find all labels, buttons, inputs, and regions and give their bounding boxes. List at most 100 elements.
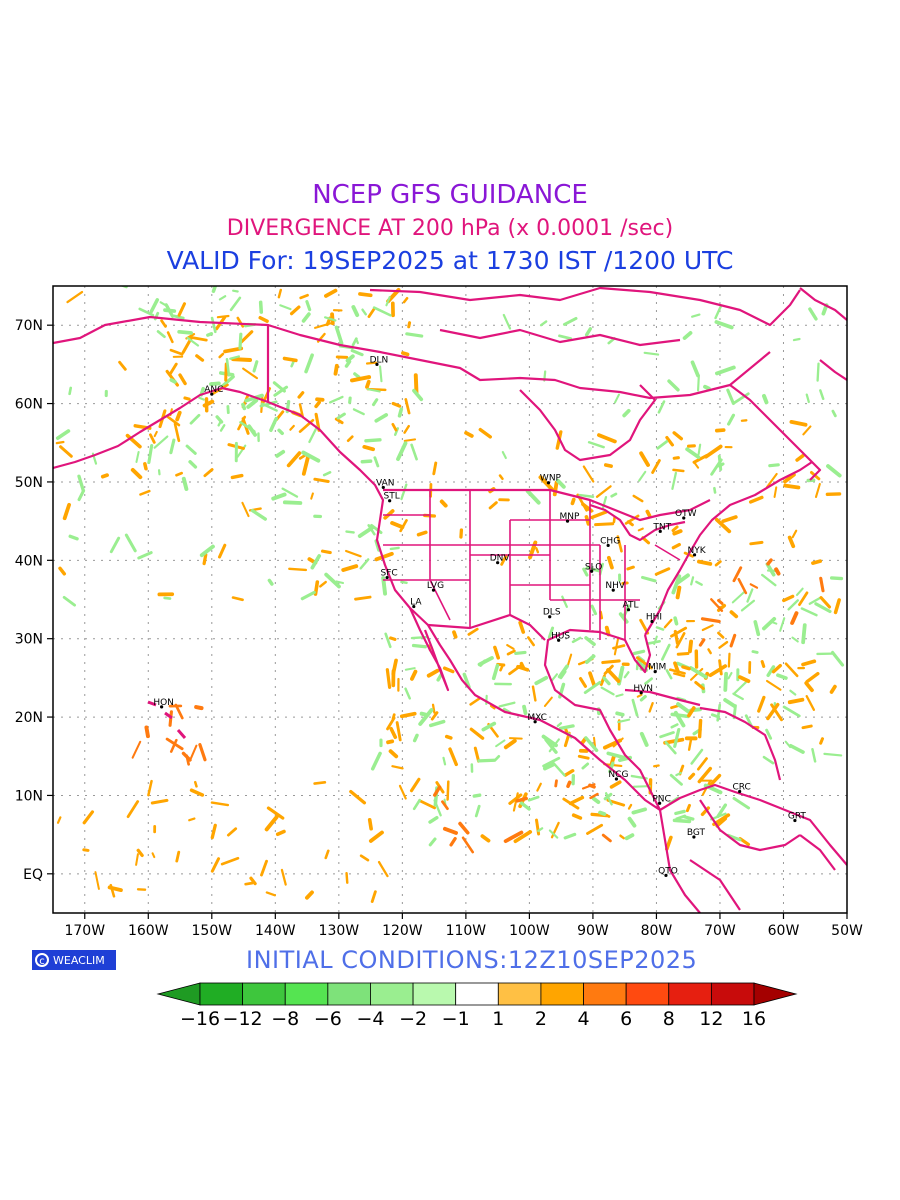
field-streak bbox=[582, 567, 589, 577]
field-streak bbox=[181, 476, 189, 491]
field-streak bbox=[804, 681, 814, 693]
field-streak bbox=[682, 815, 695, 821]
field-streak bbox=[544, 738, 558, 754]
field-streak bbox=[632, 494, 644, 503]
field-streak bbox=[695, 580, 703, 586]
field-streak bbox=[766, 558, 773, 566]
lon-label: 130W bbox=[319, 923, 360, 939]
field-streak bbox=[696, 374, 700, 392]
colorbar-cell bbox=[625, 982, 670, 1006]
field-streak bbox=[590, 510, 608, 520]
field-streak bbox=[571, 636, 582, 644]
field-streak bbox=[166, 415, 181, 427]
field-streak bbox=[405, 332, 424, 338]
field-streak bbox=[238, 332, 243, 350]
city-label: NHV bbox=[605, 581, 626, 591]
field-streak bbox=[594, 522, 615, 527]
field-streak bbox=[495, 739, 506, 748]
field-streak bbox=[601, 833, 612, 843]
city-label: MIM bbox=[648, 663, 666, 673]
field-streak bbox=[210, 857, 221, 873]
field-streak bbox=[645, 639, 661, 645]
field-streak bbox=[194, 705, 204, 711]
field-streak bbox=[519, 801, 531, 811]
field-streak bbox=[603, 664, 614, 675]
field-streak bbox=[789, 744, 805, 754]
field-streak bbox=[436, 672, 443, 682]
field-streak bbox=[715, 817, 728, 828]
field-streak bbox=[501, 450, 507, 460]
field-streak bbox=[173, 422, 181, 443]
field-streak bbox=[703, 384, 711, 391]
field-streak bbox=[571, 813, 583, 820]
field-streak bbox=[714, 320, 734, 330]
city-label: ANC bbox=[204, 385, 223, 395]
field-streak bbox=[277, 428, 284, 436]
city-marker bbox=[496, 561, 500, 565]
field-streak bbox=[185, 444, 197, 455]
city-label: DLS bbox=[543, 608, 561, 618]
field-streak bbox=[118, 360, 127, 371]
field-streak bbox=[757, 695, 766, 713]
field-streak bbox=[258, 300, 264, 314]
city-label: SFC bbox=[381, 569, 398, 579]
field-streak bbox=[665, 835, 673, 851]
field-streak bbox=[554, 779, 558, 788]
field-streak bbox=[300, 590, 316, 601]
city-label: NCG bbox=[608, 770, 628, 780]
field-streak bbox=[776, 673, 788, 680]
field-streak bbox=[290, 360, 295, 368]
field-streak bbox=[351, 305, 360, 318]
city-label: SLO bbox=[585, 562, 603, 572]
lon-label: 170W bbox=[64, 923, 105, 939]
field-streak bbox=[665, 435, 674, 447]
field-streak bbox=[768, 463, 780, 468]
lon-label: 80W bbox=[641, 923, 673, 939]
field-streak bbox=[671, 574, 682, 595]
field-streak bbox=[365, 361, 378, 365]
greenland-coast bbox=[799, 287, 847, 381]
lon-label: 90W bbox=[577, 923, 609, 939]
field-streak bbox=[313, 477, 330, 483]
city-marker bbox=[692, 553, 697, 557]
field-streak bbox=[55, 440, 65, 445]
field-streak bbox=[389, 726, 398, 739]
field-streak bbox=[499, 664, 505, 672]
state-lines bbox=[383, 490, 681, 640]
city-marker bbox=[533, 720, 537, 724]
field-streak bbox=[175, 471, 183, 477]
city-marker bbox=[682, 516, 686, 520]
field-streak bbox=[264, 815, 279, 832]
pacific-coast bbox=[267, 400, 661, 811]
field-streak bbox=[462, 672, 471, 689]
weaclim-logo: c WEACLIM bbox=[32, 950, 116, 970]
field-streak bbox=[783, 483, 801, 490]
field-streak bbox=[527, 636, 535, 647]
city-marker bbox=[639, 691, 643, 695]
field-streak bbox=[584, 736, 599, 753]
field-streak bbox=[246, 398, 259, 409]
city-label: BGT bbox=[687, 828, 706, 838]
field-streak bbox=[729, 610, 739, 619]
field-streak bbox=[336, 412, 346, 420]
field-streak bbox=[500, 554, 508, 566]
field-streak bbox=[648, 701, 654, 713]
field-streak bbox=[178, 373, 187, 386]
field-streak bbox=[428, 815, 439, 824]
field-streak bbox=[508, 663, 523, 676]
field-streak bbox=[324, 849, 330, 860]
field-streak bbox=[289, 424, 295, 431]
field-streak bbox=[654, 567, 671, 576]
field-streak bbox=[77, 474, 86, 493]
field-streak bbox=[581, 783, 596, 790]
field-streak bbox=[542, 762, 555, 771]
field-streak bbox=[665, 669, 673, 680]
field-streak bbox=[693, 461, 700, 469]
field-streak bbox=[672, 456, 680, 460]
field-streak bbox=[770, 703, 783, 722]
field-streak bbox=[198, 743, 207, 762]
field-streak bbox=[301, 450, 321, 463]
east-coast bbox=[644, 461, 813, 636]
field-streak bbox=[801, 724, 813, 730]
field-streak bbox=[346, 435, 354, 443]
